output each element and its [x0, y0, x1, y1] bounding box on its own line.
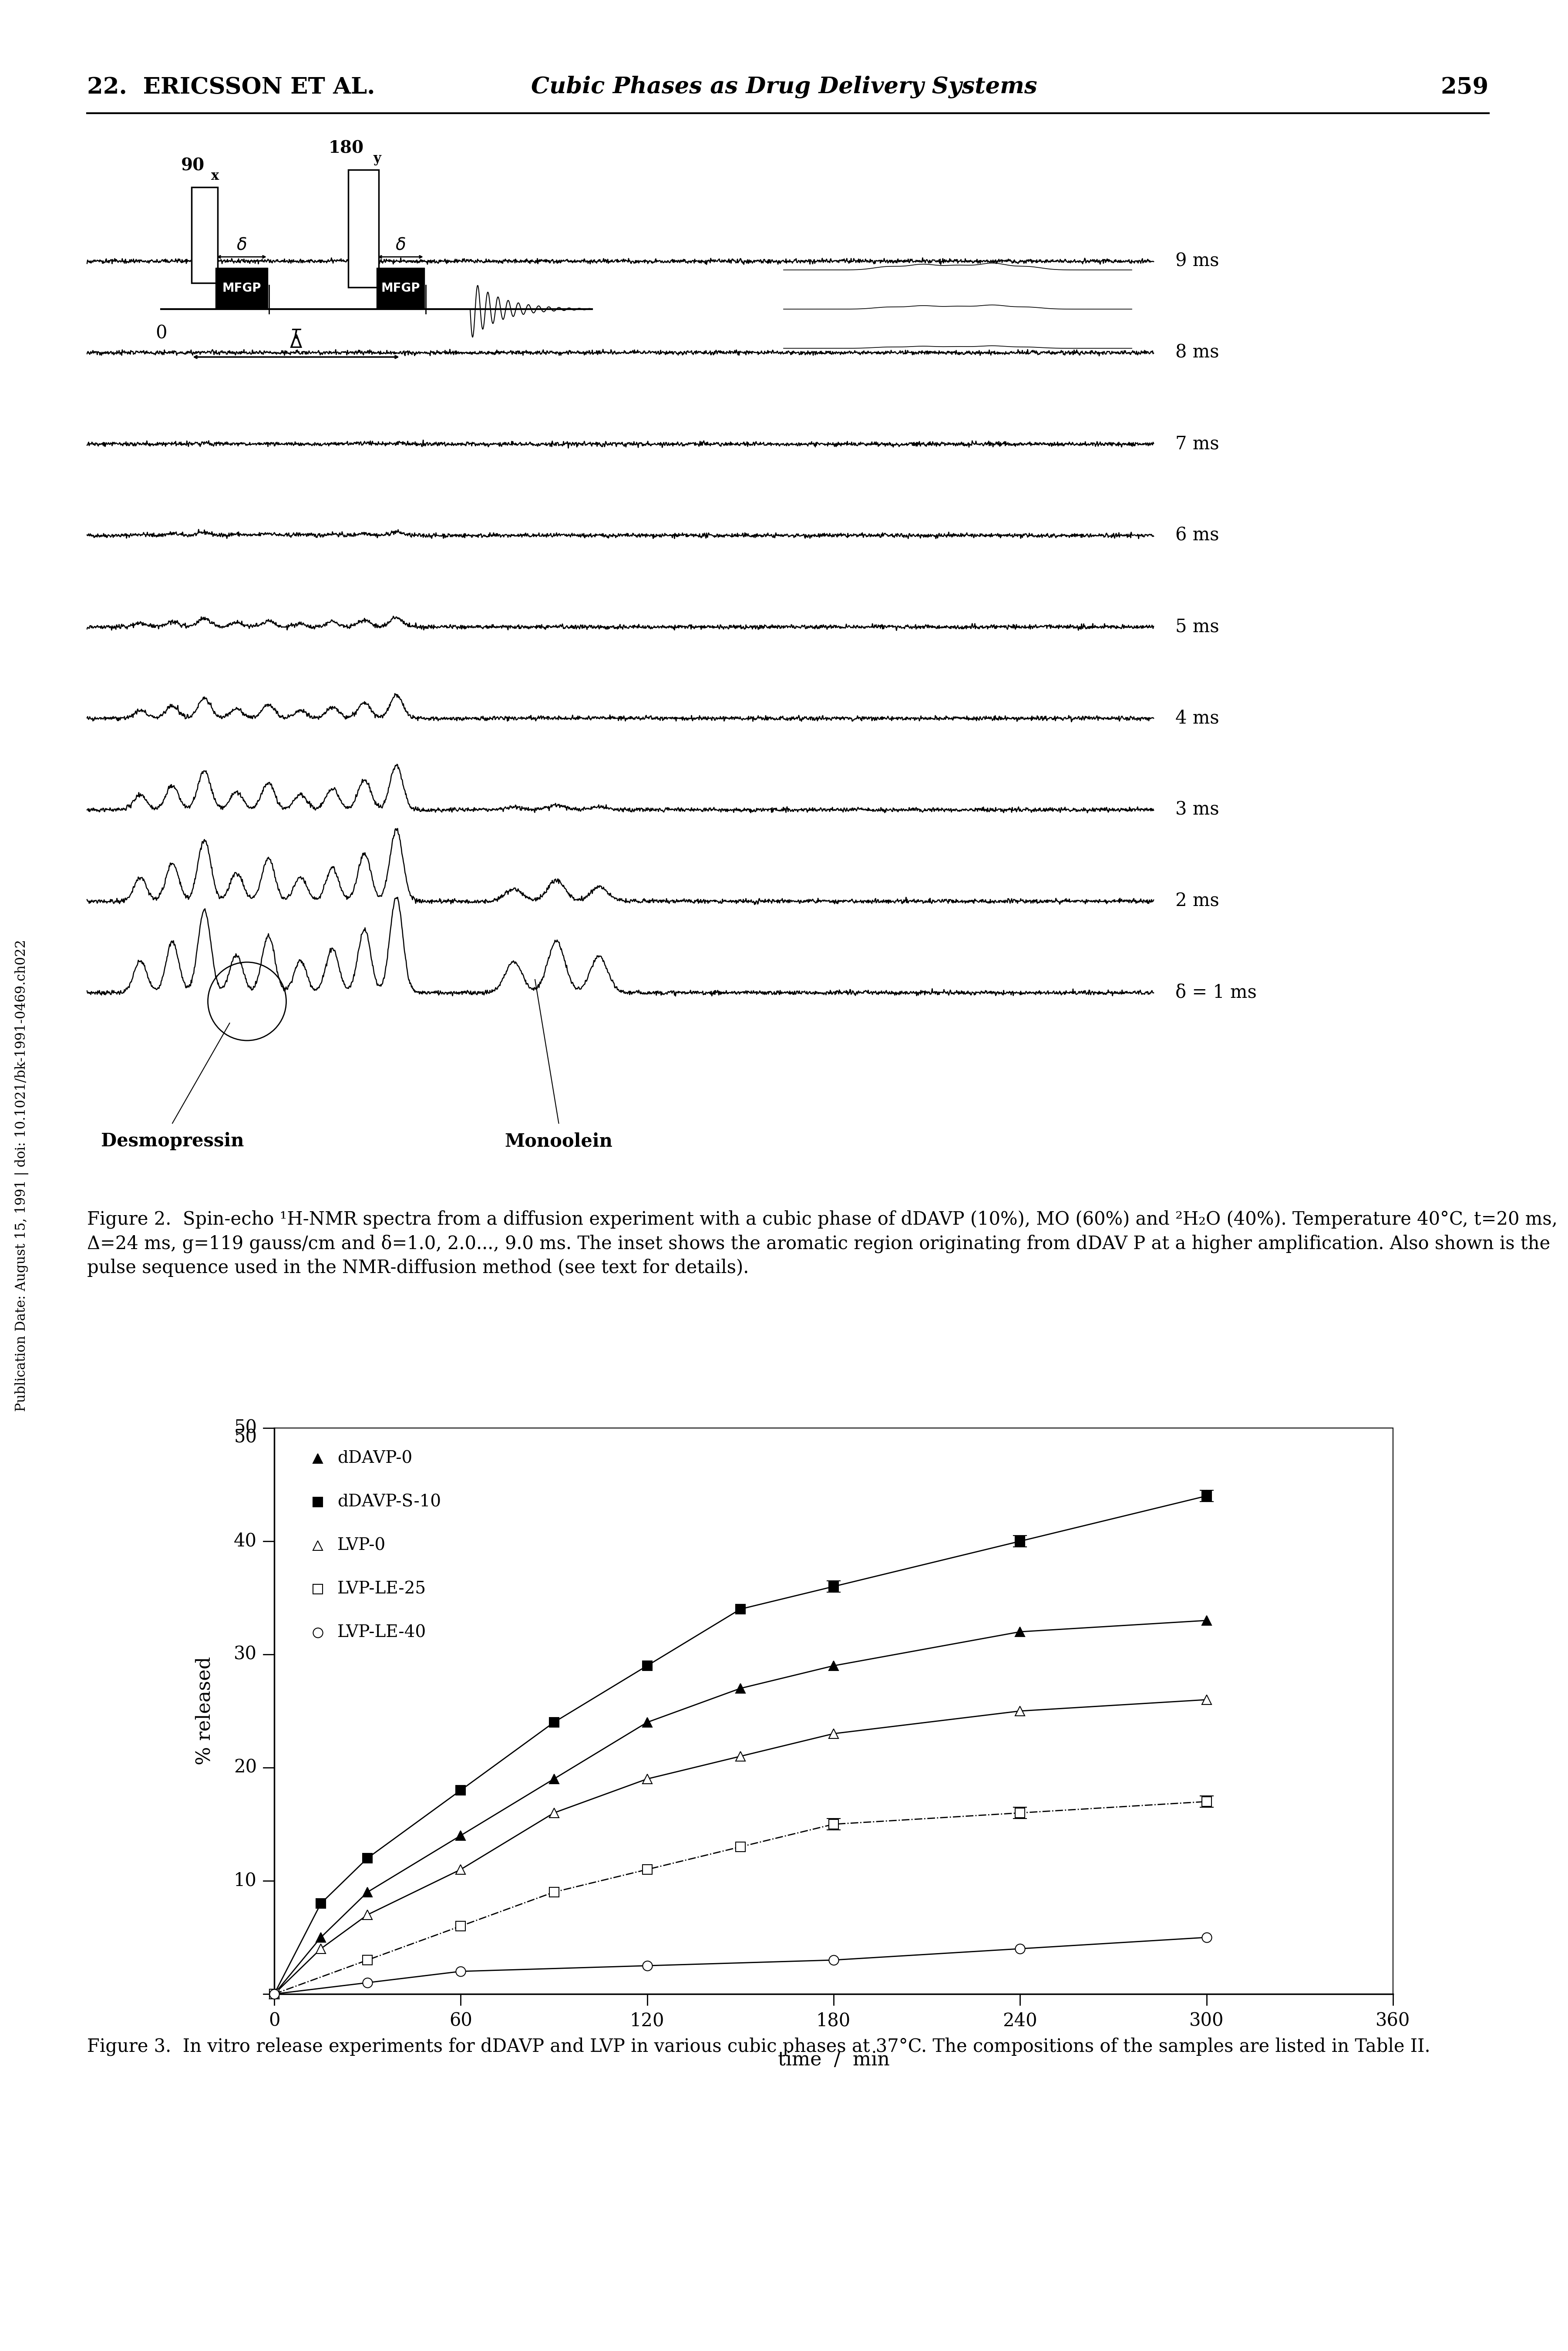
Text: dDAVP-0: dDAVP-0	[337, 1451, 412, 1467]
Text: 4 ms: 4 ms	[1176, 710, 1220, 726]
Text: Monoolein: Monoolein	[505, 1131, 613, 1150]
Text: 259: 259	[1441, 75, 1488, 99]
Text: δ = 1 ms: δ = 1 ms	[1176, 983, 1256, 1002]
Text: Figure 2.  Spin-echo ¹H-NMR spectra from a diffusion experiment with a cubic pha: Figure 2. Spin-echo ¹H-NMR spectra from …	[88, 1211, 1557, 1277]
Text: 8 ms: 8 ms	[1176, 343, 1218, 362]
Text: 120: 120	[630, 2012, 665, 2029]
Text: x: x	[212, 169, 220, 183]
Text: 9 ms: 9 ms	[1176, 252, 1218, 270]
Text: 40: 40	[234, 1533, 257, 1549]
Text: 360: 360	[1375, 2012, 1410, 2029]
Bar	[191, 188, 218, 282]
Text: Cubic Phases as Drug Delivery Systems: Cubic Phases as Drug Delivery Systems	[532, 75, 1036, 99]
Text: 180: 180	[328, 141, 364, 158]
Bar	[215, 268, 268, 308]
Text: 180: 180	[817, 2012, 851, 2029]
Text: 22.  ERICSSON ET AL.: 22. ERICSSON ET AL.	[88, 75, 375, 99]
Text: LVP-0: LVP-0	[337, 1538, 386, 1554]
Text: 7 ms: 7 ms	[1176, 435, 1220, 454]
Text: 60: 60	[448, 2012, 472, 2029]
Text: $\delta$: $\delta$	[395, 237, 406, 254]
Text: 50: 50	[234, 1420, 257, 1436]
Text: 0: 0	[268, 2012, 281, 2029]
Text: 20: 20	[234, 1759, 257, 1777]
Text: 5 ms: 5 ms	[1176, 618, 1220, 637]
Text: MFGP: MFGP	[223, 282, 262, 294]
Text: 3 ms: 3 ms	[1176, 802, 1220, 818]
Text: LVP-LE-25: LVP-LE-25	[337, 1582, 426, 1596]
Text: Figure 3.  In vitro release experiments for dDAVP and LVP in various cubic phase: Figure 3. In vitro release experiments f…	[88, 2038, 1430, 2057]
Text: 0: 0	[155, 324, 166, 343]
Text: 30: 30	[234, 1646, 257, 1665]
Text: 2 ms: 2 ms	[1176, 891, 1220, 910]
Text: MFGP: MFGP	[381, 282, 420, 294]
Text: 90: 90	[180, 158, 204, 174]
Text: % released: % released	[194, 1657, 213, 1766]
Text: $\tau$: $\tau$	[290, 324, 303, 343]
Bar	[348, 169, 379, 287]
Text: time  /  min: time / min	[778, 2050, 889, 2069]
Text: 300: 300	[1189, 2012, 1225, 2029]
Bar	[376, 268, 425, 308]
Text: Publication Date: August 15, 1991 | doi: 10.1021/bk-1991-0469.ch022: Publication Date: August 15, 1991 | doi:…	[14, 940, 28, 1411]
Text: 240: 240	[1004, 2012, 1038, 2029]
Text: LVP-LE-40: LVP-LE-40	[337, 1625, 426, 1641]
Text: 6 ms: 6 ms	[1176, 527, 1218, 545]
Text: 10: 10	[234, 1871, 257, 1890]
Text: Desmopressin: Desmopressin	[100, 1131, 245, 1150]
Text: dDAVP-S-10: dDAVP-S-10	[337, 1493, 441, 1509]
Text: y: y	[373, 153, 381, 165]
Text: 50: 50	[234, 1427, 257, 1446]
Text: $\Delta$: $\Delta$	[290, 334, 303, 353]
Text: $\delta$: $\delta$	[237, 237, 246, 254]
